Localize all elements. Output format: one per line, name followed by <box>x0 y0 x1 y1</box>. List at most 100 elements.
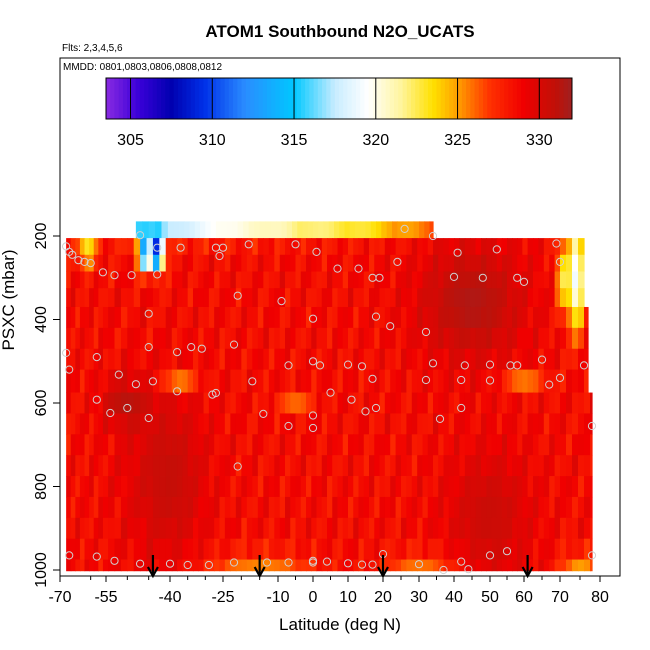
field-cell <box>192 254 199 272</box>
field-cell <box>214 559 221 572</box>
field-cell <box>417 538 424 560</box>
field-cell <box>219 496 226 519</box>
field-cell <box>572 369 579 393</box>
field-cell <box>102 271 109 289</box>
field-cell <box>182 476 189 498</box>
field-cell <box>108 455 116 477</box>
field-cell <box>332 413 339 435</box>
field-cell <box>152 271 160 289</box>
field-cell <box>332 271 339 289</box>
field-cell <box>246 288 253 308</box>
field-cell <box>171 413 178 435</box>
field-cell <box>182 271 189 289</box>
field-cell <box>342 476 349 498</box>
colorbar-swatch <box>262 78 268 119</box>
field-cell <box>165 455 173 477</box>
field-cell <box>384 517 391 540</box>
field-cell <box>422 496 429 519</box>
field-cell <box>374 306 381 329</box>
field-cell <box>252 327 259 350</box>
field-cell <box>146 517 154 540</box>
colorbar-swatch <box>504 78 509 119</box>
field-cell <box>75 392 81 414</box>
field-cell <box>295 413 302 435</box>
field-cell <box>401 288 407 308</box>
field-cell <box>70 434 76 456</box>
sample-point <box>204 560 213 570</box>
field-cell <box>578 271 585 289</box>
field-cell <box>192 392 199 414</box>
sample-point <box>439 565 448 575</box>
field-cell <box>417 392 424 414</box>
field-cell <box>295 327 302 350</box>
field-cell <box>146 306 154 329</box>
field-cell <box>171 434 178 456</box>
field-cell <box>84 538 90 560</box>
field-cell <box>285 306 291 329</box>
field-cell <box>491 517 498 540</box>
field-cell <box>235 559 242 572</box>
field-cell <box>321 306 328 329</box>
field-cell <box>89 306 95 329</box>
field-cell <box>422 348 429 370</box>
field-cell <box>491 455 498 477</box>
field-cell <box>332 434 339 456</box>
field-cell <box>159 496 167 519</box>
field-cell <box>230 238 237 256</box>
sample-point <box>545 380 554 389</box>
colorbar-swatch <box>546 78 552 119</box>
field-cell <box>422 413 429 435</box>
field-cell <box>108 434 116 456</box>
field-cell <box>159 559 167 572</box>
field-cell <box>241 288 248 308</box>
field-cell <box>470 238 477 256</box>
field-cell <box>300 538 307 560</box>
field-cell <box>395 455 402 477</box>
field-cell <box>417 238 424 256</box>
field-cell <box>501 455 508 477</box>
field-cell <box>246 455 253 477</box>
field-cell <box>384 271 391 289</box>
field-cell <box>127 538 135 560</box>
field-cell <box>295 559 302 572</box>
field-cell <box>337 559 344 572</box>
field-cell <box>187 434 194 456</box>
field-cell <box>363 271 370 289</box>
field-cell <box>379 348 386 370</box>
field-cell <box>517 455 523 477</box>
field-cell <box>159 369 167 393</box>
field-cell <box>358 254 365 272</box>
sample-point <box>308 411 318 420</box>
field-cell <box>374 271 381 289</box>
field-cell <box>358 327 365 350</box>
field-cell <box>313 221 319 239</box>
field-cell <box>527 327 534 350</box>
field-cell <box>496 455 503 477</box>
field-cell <box>578 327 585 350</box>
field-cell <box>263 517 270 540</box>
field-cell <box>443 455 450 477</box>
field-cell <box>517 238 523 256</box>
field-cell <box>572 496 579 519</box>
field-cell <box>140 254 148 272</box>
field-cell <box>89 455 95 477</box>
field-cell <box>332 559 339 572</box>
field-cell <box>374 559 381 572</box>
field-cell <box>517 254 523 272</box>
field-cell <box>543 538 550 560</box>
field-cell <box>257 288 264 308</box>
field-cell <box>538 327 545 350</box>
field-cell <box>584 327 589 350</box>
field-cell <box>353 392 360 414</box>
colorbar-swatch <box>190 78 196 119</box>
field-cell <box>560 517 567 540</box>
field-cell <box>263 306 270 329</box>
field-cell <box>214 238 221 256</box>
sample-point <box>131 380 140 389</box>
field-cell <box>127 254 135 272</box>
sample-point <box>333 264 342 273</box>
sample-point <box>357 560 367 569</box>
field-cell <box>79 476 86 498</box>
field-cell <box>208 496 215 519</box>
field-cell <box>369 254 375 272</box>
